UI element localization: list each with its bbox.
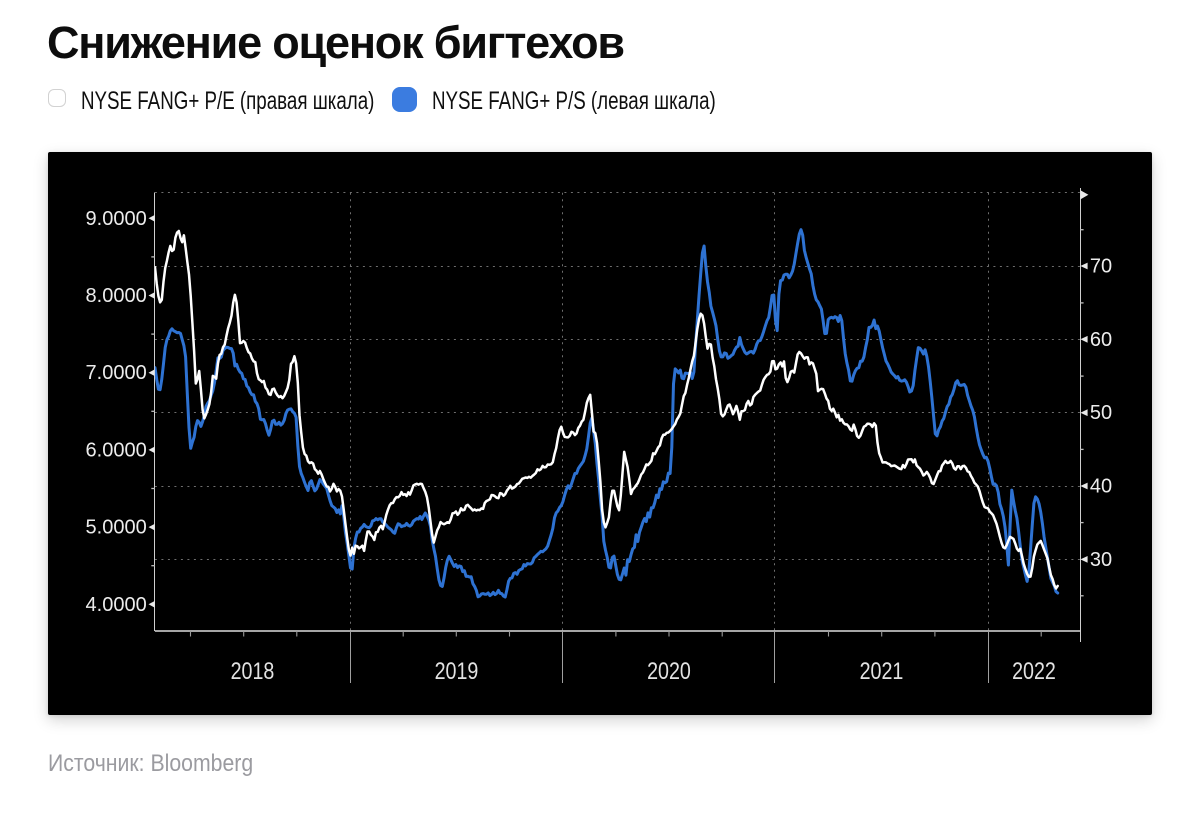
svg-text:50: 50 [1090,402,1112,424]
svg-text:5.0000: 5.0000 [86,517,147,539]
svg-text:4.0000: 4.0000 [86,594,147,616]
svg-text:8.0000: 8.0000 [86,285,147,307]
svg-text:30: 30 [1090,549,1112,571]
svg-text:2018: 2018 [231,657,275,684]
svg-text:2020: 2020 [647,657,691,684]
svg-text:6.0000: 6.0000 [86,439,147,461]
svg-text:7.0000: 7.0000 [86,362,147,384]
svg-text:2021: 2021 [860,657,904,684]
svg-text:2019: 2019 [435,657,479,684]
svg-text:9.0000: 9.0000 [86,208,147,230]
svg-text:70: 70 [1090,256,1112,278]
svg-text:60: 60 [1090,329,1112,351]
svg-text:40: 40 [1090,476,1112,498]
svg-text:2022: 2022 [1012,657,1056,684]
